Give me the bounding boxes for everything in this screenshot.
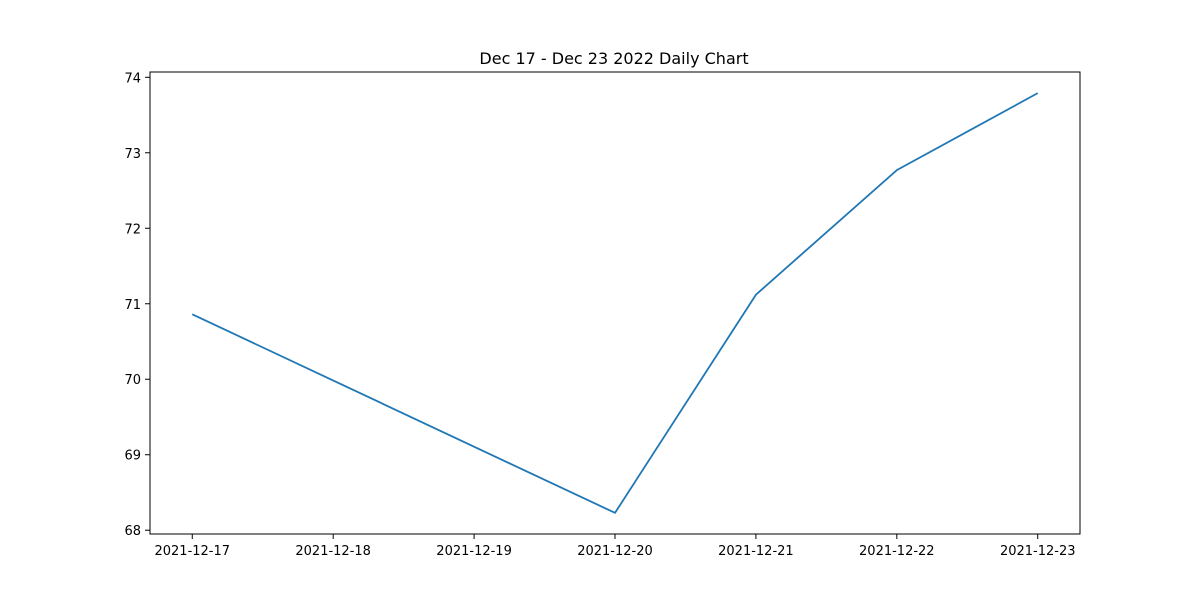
x-tick-label: 2021-12-19: [436, 544, 512, 559]
chart-title: Dec 17 - Dec 23 2022 Daily Chart: [479, 49, 748, 68]
x-tick-label: 2021-12-18: [295, 544, 371, 559]
y-tick-label: 68: [124, 524, 141, 539]
y-axis: 68 69 70 71 72 73 74: [124, 71, 150, 539]
y-tick-label: 69: [124, 449, 141, 464]
series-line: [191, 92, 1039, 514]
x-tick-label: 2021-12-23: [1000, 544, 1076, 559]
y-tick-label: 72: [124, 222, 141, 237]
x-tick-label: 2021-12-22: [859, 544, 935, 559]
y-tick-label: 74: [124, 71, 141, 86]
x-tick-label: 2021-12-17: [154, 544, 230, 559]
y-tick-label: 71: [124, 298, 141, 313]
y-tick-label: 73: [124, 147, 141, 162]
x-tick-label: 2021-12-20: [577, 544, 653, 559]
y-tick-label: 70: [124, 373, 141, 388]
plot-area-frame: [149, 71, 1081, 535]
series-layer: [191, 92, 1039, 514]
x-tick-label: 2021-12-21: [718, 544, 794, 559]
x-axis: 2021-12-17 2021-12-18 2021-12-19 2021-12-20…: [154, 534, 1076, 559]
